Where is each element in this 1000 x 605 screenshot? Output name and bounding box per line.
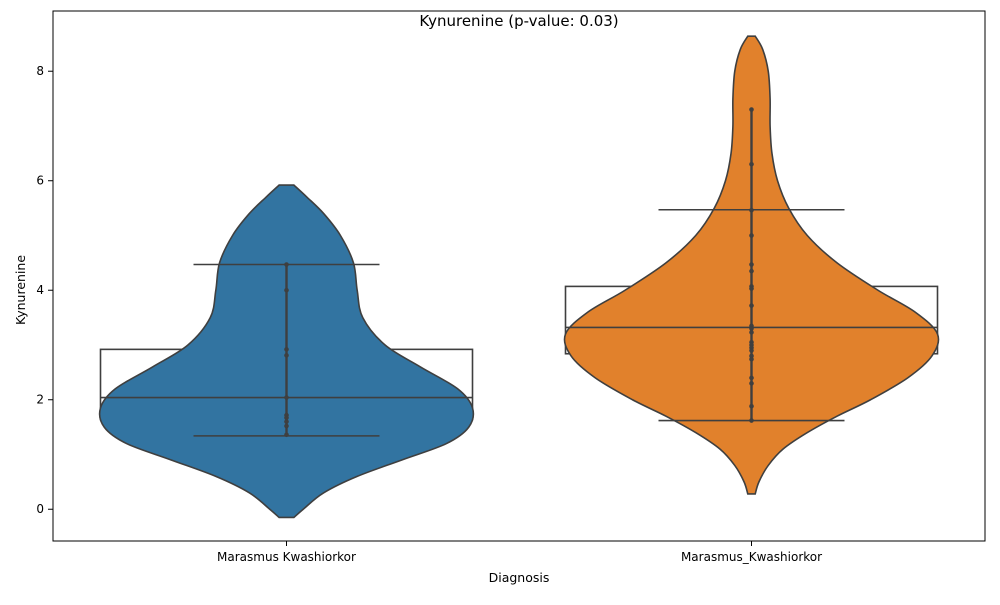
data-point	[749, 375, 754, 381]
y-axis: 0 2 4 6 8	[36, 64, 53, 516]
y-tick-label: 2	[36, 393, 44, 407]
violin-group-2	[563, 35, 940, 495]
data-point	[749, 303, 754, 308]
chart-title: Kynurenine (p-value: 0.03)	[419, 12, 618, 30]
data-point	[749, 330, 754, 335]
data-point	[749, 404, 754, 409]
y-tick-label: 8	[36, 64, 44, 78]
data-point	[749, 162, 754, 167]
data-point	[284, 395, 289, 400]
data-point	[749, 326, 754, 331]
data-point	[284, 353, 289, 358]
data-point	[284, 415, 289, 421]
y-tick-label: 4	[36, 283, 44, 297]
data-point	[749, 107, 754, 112]
plot-frame	[52, 10, 986, 542]
data-point	[749, 348, 754, 353]
data-point	[749, 353, 754, 359]
data-point	[749, 207, 754, 213]
data-point	[284, 347, 289, 352]
data-point	[749, 418, 754, 423]
y-tick-label: 0	[36, 502, 44, 516]
data-point	[749, 381, 754, 386]
violin-group-1	[98, 184, 475, 519]
y-axis-label: Kynurenine	[13, 255, 28, 325]
plot-area: 0 2 4 6 8 Marasmus Kwashiorkor Marasmus_Kwashi…	[36, 35, 940, 564]
x-tick-label: Marasmus Kwashiorkor	[217, 550, 356, 564]
data-point	[284, 419, 289, 424]
data-point	[749, 356, 754, 362]
data-point	[284, 287, 289, 293]
data-point	[749, 233, 754, 238]
x-axis: Marasmus Kwashiorkor Marasmus_Kwashiorkor	[217, 541, 822, 564]
data-point	[749, 268, 754, 274]
x-tick-label: Marasmus_Kwashiorkor	[681, 550, 822, 564]
data-point	[284, 432, 289, 438]
data-point	[284, 423, 289, 429]
y-tick-label: 6	[36, 174, 44, 188]
data-point	[749, 262, 754, 267]
data-point	[749, 286, 754, 291]
data-point	[284, 262, 289, 267]
x-axis-label: Diagnosis	[489, 570, 550, 585]
